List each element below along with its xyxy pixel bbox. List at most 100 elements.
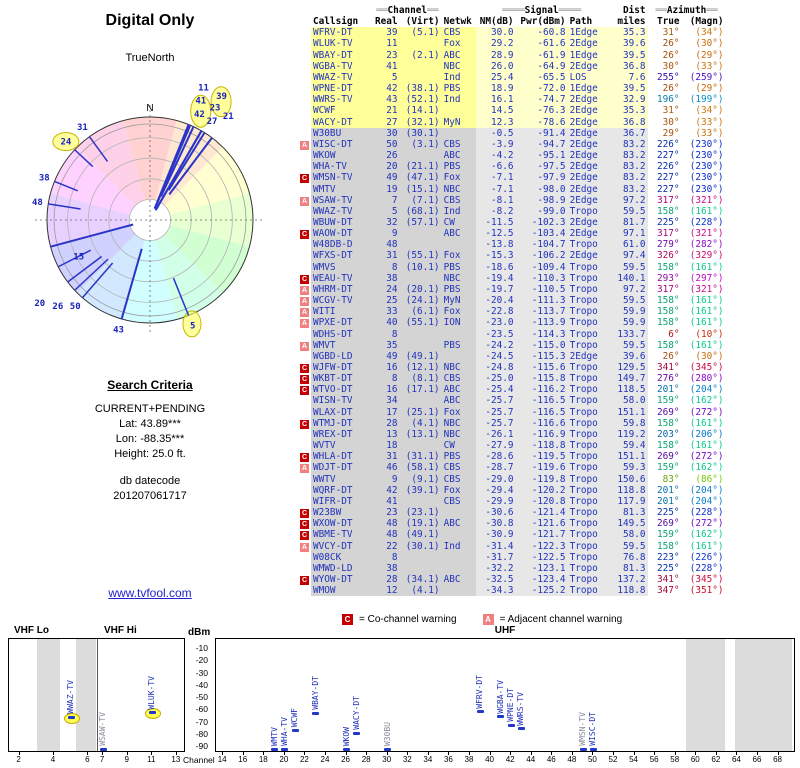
y-tick-label: -50 [195,692,208,702]
station-marker [507,723,515,727]
x-tick-mark [674,752,676,755]
x-tick-mark [175,752,177,755]
left-panel: Digital Only TrueNorth 11 39 41 23 42 27 21 24 3… [0,0,300,612]
table-row: C W23BW 23 (23.1) -30.6 -121.4 Tropo 81.3 225° (2… [300,507,724,519]
radar-channel-label: 23 [210,103,221,113]
table-row: A WDJT-DT 46 (58.1) CBS -28.7 -119.6 Tropo 59.3 1… [300,462,724,474]
radar-channel-label: 20 [34,299,45,309]
warning-badge: A [300,464,309,474]
radar-station-line [57,249,92,268]
x-tick-label: 13 [171,755,181,764]
warning-badge: C [300,453,309,463]
table-row: WKOW 26 ABC -4.2 -95.1 2Edge 83.2 227° (230°) [311,150,724,162]
y-tick-label: -20 [195,655,208,666]
x-tick-label: 54 [629,755,639,764]
warning-badge: C [300,509,309,519]
channel-axis-label: Channel [183,755,215,765]
signal-chart: C = Co-channel warning A = Adjacent chan… [0,612,800,768]
x-tick-label: 40 [485,755,495,764]
x-tick-mark [592,752,594,755]
table-row: C WTMJ-DT 28 (4.1) NBC -25.7 -116.6 Tropo 59.8 15… [300,417,724,429]
x-tick-mark [510,752,512,755]
radar-station-line [50,223,134,248]
vhf-lo-hi-divider [97,639,98,751]
warning-badge: A [300,542,309,552]
x-tick-label: 4 [50,755,56,764]
radar-plot: 11 39 41 23 42 27 21 24 31 38 48 15 50 26 20 43 5 N [0,60,300,380]
radar-channel-label: 15 [73,252,84,262]
x-tick-mark [530,752,532,755]
search-criteria: Search Criteria CURRENT+PENDING Lat: 43.… [0,378,300,504]
radar-station-line [167,132,206,191]
x-tick-label: 30 [382,755,392,764]
table-row: WMVS 8 (10.1) PBS -18.6 -109.4 Tropo 59.5 158° (1… [311,261,724,273]
y-axis-ticks: -10 -20 -30 -40 -50 -60 -70 -80 -90 [184,612,210,762]
x-tick-label: 64 [731,755,741,764]
table-column-header: Callsign Real (Virt) Netwk NM(dB) Pwr(dB… [313,16,724,28]
table-row: WGBD-LD 49 (49.1) -24.5 -115.3 2Edge 39.6 26° (3… [311,350,724,362]
x-tick-mark [102,752,104,755]
warning-badge: C [300,531,309,541]
x-tick-mark [87,752,89,755]
reserved-band [735,639,792,751]
table-row: WCWF 21 (14.1) 14.5 -76.3 2Edge 35.3 31° (34°) [311,105,724,117]
table-row: W48DB-D 48 -13.8 -104.7 Tropo 61.0 279° (282°) [311,239,724,251]
table-row: WISN-TV 34 ABC -25.7 -116.5 Tropo 58.0 159° (162… [311,395,724,407]
table-row: WMWD-LD 38 -32.2 -123.1 Tropo 81.3 225° (228°) [311,562,724,574]
table-row: A WHRM-DT 24 (20.1) PBS -19.7 -110.5 Tropo 97.2 3… [300,283,724,296]
band-label-uhf: UHF [494,625,516,636]
reserved-band [36,639,61,751]
x-tick-label: 42 [505,755,515,764]
radar-station-line [54,180,79,192]
radar-station-line [168,137,213,195]
station-marker [476,710,484,714]
warning-badge: A [300,319,309,329]
x-tick-mark [345,752,347,755]
x-tick-label: 56 [649,755,659,764]
table-row: A WSAW-TV 7 (7.1) CBS -8.1 -98.9 2Edge 97.2 317°(… [300,194,724,206]
x-tick-mark [469,752,470,755]
y-tick-label: -70 [195,716,208,727]
radar-channel-label: 11 [198,83,209,93]
y-tick-label: -40 [195,679,208,690]
x-tick-label: 2 [16,755,21,764]
north-marker: N [146,103,153,114]
x-tick-mark [551,752,553,755]
station-marker [343,748,351,751]
warning-badge: C [300,174,309,184]
table-row: WQRF-DT 42 (39.1) Fox -29.4 -120.2 Tropo 118.8 2… [311,484,724,496]
x-tick-mark [304,752,306,755]
x-tick-mark [18,752,20,755]
table-row: A WVCY-DT 22 (30.1) Ind -31.4 -122.3 Tropo 59.5 1… [300,540,724,552]
x-tick-label: 34 [423,755,433,764]
radar-channel-label: 48 [32,198,43,208]
datecode-value: 201207061717 [113,490,187,502]
latitude: Lat: 43.89*** [119,418,181,430]
co-channel-warning-icon: C [342,614,353,625]
table-row: WBAY-DT 23 (2.1) ABC 28.9 -61.9 1Edge 39.5 26° (2… [311,49,724,61]
station-marker [589,748,597,751]
reserved-band [75,639,97,751]
x-tick-label: 38 [464,755,474,764]
warning-badge: C [300,230,309,240]
warning-badge: C [300,386,309,396]
x-tick-mark [407,752,409,755]
x-tick-mark [242,752,244,755]
chart-legend: C = Co-channel warning A = Adjacent chan… [342,614,622,625]
x-tick-label: 9 [124,755,129,764]
x-tick-label: 50 [587,755,597,764]
tvfool-link[interactable]: www.tvfool.com [108,586,192,600]
x-tick-mark [695,752,697,755]
table-row: WFRV-DT 39 (5.1) CBS 30.0 -60.8 1Edge 35.3 31° (3… [311,27,724,39]
table-row: C WTVO-DT 16 (17.1) ABC -25.4 -116.2 Tropo 118.5… [300,384,724,396]
warning-badge: C [300,520,309,530]
x-tick-mark [489,752,491,755]
x-tick-mark [366,752,368,755]
table-row: A WMVT 35 PBS -24.2 -115.0 Tropo 59.5 158° (161°) [300,339,724,351]
table-row: WREX-DT 13 (13.1) NBC -26.1 -116.9 Tropo 119.2 2… [311,428,724,441]
radar-channel-label: 39 [216,92,227,102]
warning-badge: A [300,285,309,295]
radar-channel-label: 24 [60,138,71,148]
table-row: A WPXE-DT 40 (55.1) ION -23.0 -113.9 Tropo 59.9 1… [300,317,724,329]
station-marker [517,727,525,731]
